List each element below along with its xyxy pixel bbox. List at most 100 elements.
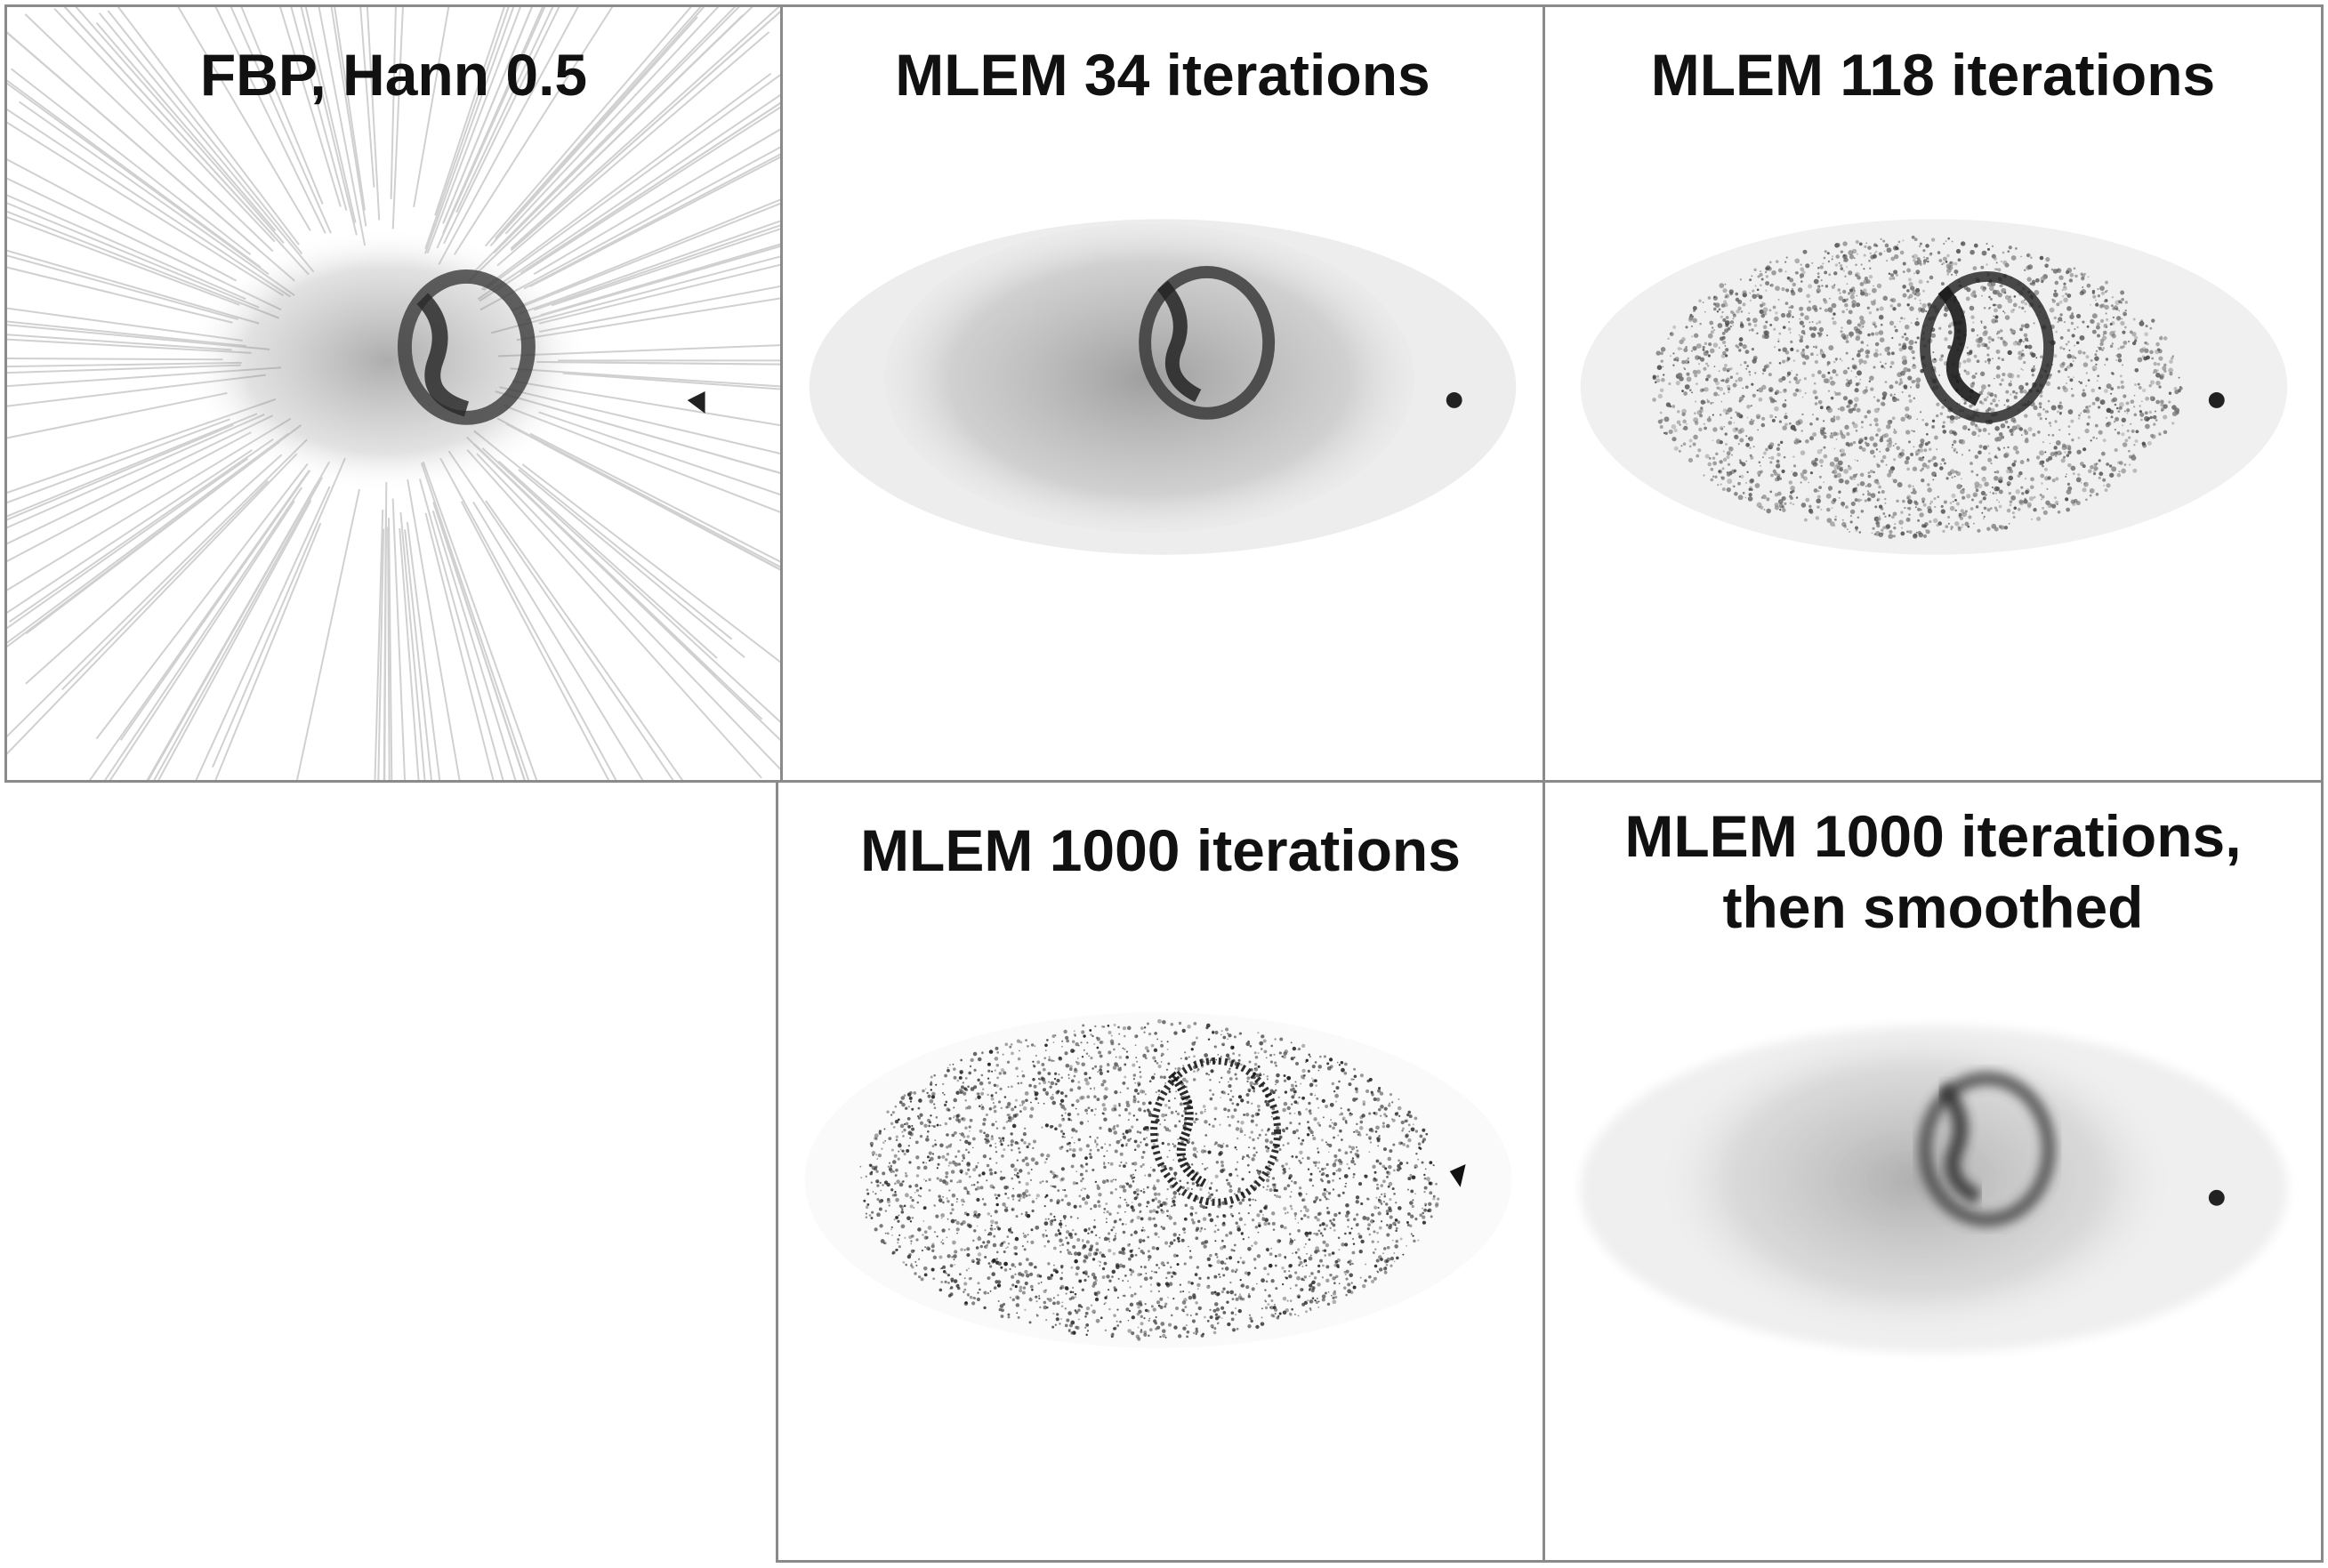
noise-speckle — [2050, 452, 2055, 457]
noise-speckle — [1088, 1076, 1092, 1080]
noise-speckle — [868, 1214, 872, 1217]
noise-speckle — [1966, 351, 1969, 355]
noise-speckle — [1124, 1162, 1128, 1164]
noise-speckle — [992, 1102, 995, 1105]
noise-speckle — [1804, 315, 1809, 320]
noise-speckle — [1005, 1121, 1009, 1123]
noise-speckle — [984, 1229, 987, 1232]
noise-speckle — [1777, 443, 1781, 446]
noise-speckle — [1043, 1244, 1046, 1248]
noise-speckle — [991, 1070, 994, 1073]
noise-speckle — [1024, 1156, 1028, 1161]
noise-speckle — [2061, 289, 2064, 292]
noise-speckle — [1727, 478, 1733, 485]
noise-speckle — [1103, 1025, 1106, 1028]
noise-speckle — [1707, 333, 1713, 339]
noise-speckle — [1946, 415, 1950, 419]
noise-speckle — [1052, 1268, 1057, 1273]
noise-speckle — [2004, 315, 2010, 320]
noise-speckle — [1787, 357, 1791, 360]
noise-speckle — [2034, 290, 2040, 295]
noise-speckle — [2010, 393, 2012, 396]
noise-speckle — [1380, 1184, 1384, 1187]
noise-speckle — [1030, 1043, 1035, 1047]
noise-speckle — [966, 1292, 970, 1297]
noise-speckle — [2120, 385, 2125, 390]
noise-speckle — [1328, 1057, 1333, 1062]
noise-speckle — [1133, 1230, 1138, 1234]
noise-speckle — [1981, 465, 1987, 471]
noise-speckle — [1222, 1311, 1227, 1315]
noise-speckle — [2003, 404, 2006, 406]
noise-speckle — [1023, 1248, 1027, 1251]
noise-speckle — [1294, 1250, 1298, 1254]
noise-speckle — [1014, 1236, 1019, 1242]
noise-speckle — [1846, 425, 1849, 427]
noise-speckle — [1702, 348, 1705, 351]
noise-speckle — [2102, 347, 2105, 350]
noise-speckle — [1953, 415, 1959, 421]
noise-speckle — [1251, 1102, 1253, 1105]
noise-speckle — [1910, 453, 1914, 457]
noise-speckle — [1422, 1138, 1427, 1142]
noise-speckle — [1080, 1164, 1083, 1168]
noise-speckle — [2023, 299, 2026, 302]
noise-speckle — [1881, 454, 1887, 460]
noise-speckle — [1301, 1157, 1304, 1160]
noise-speckle — [1915, 453, 1919, 456]
noise-speckle — [1764, 330, 1769, 336]
noise-speckle — [1681, 390, 1684, 393]
noise-speckle — [2012, 445, 2018, 451]
noise-speckle — [2098, 386, 2101, 390]
noise-speckle — [2044, 263, 2049, 269]
noise-speckle — [1782, 403, 1787, 408]
noise-speckle — [989, 1227, 994, 1231]
noise-speckle — [1270, 1115, 1273, 1118]
noise-speckle — [2035, 357, 2038, 359]
noise-speckle — [1214, 1313, 1219, 1316]
streak-artifact — [7, 82, 270, 276]
streak-artifact — [494, 7, 705, 241]
noise-speckle — [1413, 1239, 1416, 1243]
noise-speckle — [1000, 1170, 1003, 1173]
noise-speckle — [2152, 414, 2157, 420]
noise-speckle — [1050, 1274, 1054, 1277]
noise-speckle — [951, 1133, 955, 1138]
noise-speckle — [1859, 481, 1865, 486]
noise-speckle — [1204, 1110, 1206, 1113]
noise-speckle — [2158, 385, 2162, 389]
noise-speckle — [1305, 1208, 1309, 1213]
noise-speckle — [1927, 302, 1932, 307]
noise-speckle — [1902, 261, 1906, 266]
noise-speckle — [1216, 1256, 1219, 1258]
noise-speckle — [959, 1132, 961, 1135]
noise-speckle — [1945, 261, 1948, 263]
noise-speckle — [2104, 290, 2107, 293]
noise-speckle — [1777, 348, 1781, 352]
noise-speckle — [1062, 1189, 1064, 1191]
noise-speckle — [1070, 1320, 1075, 1325]
noise-speckle — [2036, 516, 2042, 521]
noise-speckle — [1777, 338, 1780, 341]
noise-speckle — [2064, 367, 2068, 372]
noise-speckle — [1970, 462, 1973, 466]
noise-speckle — [1671, 437, 1677, 442]
noise-speckle — [1004, 1192, 1008, 1195]
noise-speckle — [2066, 306, 2072, 311]
noise-speckle — [1748, 487, 1752, 491]
noise-speckle — [1879, 438, 1884, 443]
noise-speckle — [2012, 302, 2018, 308]
noise-speckle — [1841, 310, 1845, 314]
noise-speckle — [1994, 393, 1997, 398]
noise-speckle — [1991, 318, 1997, 324]
noise-speckle — [2042, 408, 2045, 411]
noise-speckle — [1766, 497, 1770, 502]
noise-speckle — [928, 1178, 931, 1182]
noise-speckle — [1819, 349, 1823, 352]
noise-speckle — [1831, 258, 1833, 261]
noise-speckle — [1907, 506, 1912, 511]
noise-speckle — [1982, 445, 1988, 450]
noise-speckle — [1998, 489, 2003, 495]
noise-speckle — [1716, 386, 1720, 390]
noise-speckle — [1285, 1127, 1289, 1130]
